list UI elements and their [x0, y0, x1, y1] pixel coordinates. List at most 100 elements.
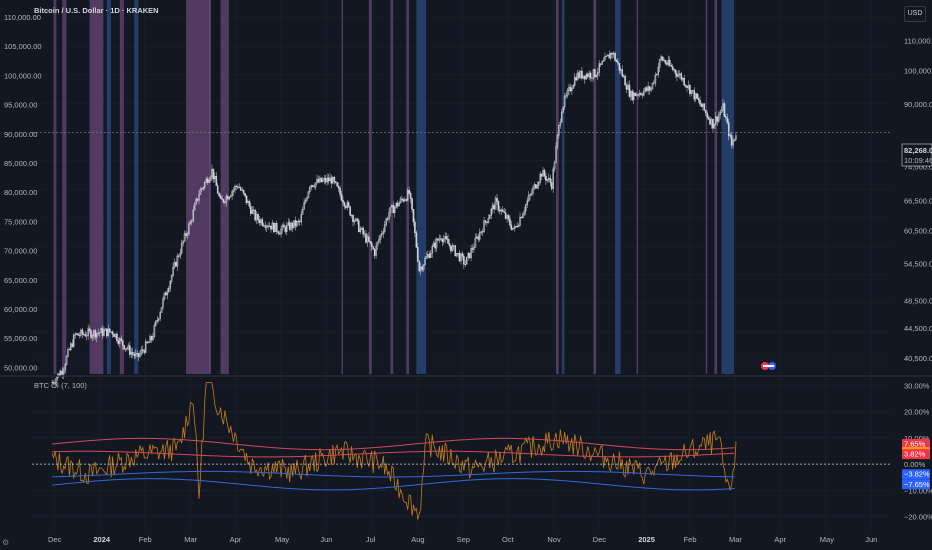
candle-body: [428, 254, 431, 258]
candle-body: [660, 56, 662, 60]
candle-body: [119, 338, 121, 344]
candle-body: [572, 85, 575, 89]
time-axis-tick: Oct: [502, 535, 515, 544]
left-axis-tick: 75,000.00: [4, 217, 37, 226]
left-axis-tick: 100,000.00: [4, 71, 42, 80]
candle-body: [676, 73, 678, 77]
candle-body: [139, 353, 141, 357]
candle-body: [309, 186, 311, 192]
candle-body: [440, 238, 442, 240]
indicator-label[interactable]: BTC OI (7, 100): [34, 381, 87, 390]
candle-body: [274, 223, 277, 233]
candle-body: [555, 146, 557, 163]
left-price-axis[interactable]: 110,000.00 105,000.00 100,000.00 95,000.00 9…: [4, 13, 42, 372]
candle-body: [480, 231, 482, 233]
candle-body: [250, 206, 252, 214]
candle-body: [196, 198, 199, 201]
candle-body: [127, 345, 130, 349]
currency-button[interactable]: USD: [904, 6, 926, 22]
candle-body: [162, 298, 164, 308]
candle-body: [677, 74, 680, 77]
candle-body: [355, 218, 357, 222]
candle-body: [169, 280, 172, 289]
event-bands: [53, 0, 734, 374]
candle-body: [473, 247, 475, 250]
candle-body: [393, 206, 396, 214]
purple-band: [220, 0, 229, 374]
candle-body: [306, 197, 308, 201]
candle-body: [159, 312, 161, 319]
candle-body: [136, 353, 138, 355]
candle-body: [671, 66, 674, 70]
candle-body: [442, 238, 445, 243]
right-axis-tick: 44,500.0: [904, 324, 932, 333]
gear-icon[interactable]: ⚙: [2, 538, 10, 547]
candle-body: [320, 177, 323, 182]
candle-body: [356, 218, 359, 221]
candle-body: [133, 353, 136, 357]
purple-band: [705, 0, 708, 374]
candle-body: [405, 199, 408, 201]
candle-body: [693, 90, 696, 100]
candle-body: [687, 84, 690, 88]
candle-body: [192, 209, 195, 222]
left-axis-tick: 80,000.00: [4, 188, 37, 197]
candle-body: [336, 182, 338, 187]
purple-band: [406, 0, 410, 374]
candle-body: [314, 182, 317, 188]
right-price-axis[interactable]: 110,000.0 100,000.0 90,000.0 74,000.0 66,500…: [904, 36, 932, 363]
candle-body: [477, 236, 480, 240]
candle-body: [61, 370, 64, 375]
candle-body: [81, 329, 84, 335]
candle-body: [165, 292, 167, 296]
candle-body: [212, 168, 215, 180]
candle-body: [202, 187, 205, 189]
indicator-axis[interactable]: 30.00% 20.00% 10.00% 0.00% −10.00% −20.00%: [904, 381, 932, 521]
candle-body: [435, 238, 438, 249]
candle-body: [654, 74, 657, 84]
candle-body: [673, 69, 675, 71]
candle-body: [465, 256, 468, 265]
time-axis-tick: Jun: [320, 535, 332, 544]
candle-body: [681, 77, 684, 80]
candle-body: [458, 253, 461, 262]
symbol-title[interactable]: Bitcoin / U.S. Dollar · 1D · KRAKEN: [34, 6, 159, 15]
time-axis-tick: Nov: [547, 535, 561, 544]
candle-body: [313, 186, 315, 188]
candle-body: [657, 67, 660, 75]
indicator-tag-box: [902, 439, 930, 450]
candle-body: [182, 240, 184, 244]
flag-icon[interactable]: [761, 362, 776, 370]
candle-body: [137, 353, 140, 357]
purple-band: [341, 0, 344, 374]
candle-body: [379, 234, 382, 240]
candle-body: [499, 210, 501, 212]
indicator-value-tags: 7.65%4.64%3.82%−3.82%−7.65%: [902, 439, 930, 490]
candle-body: [655, 74, 658, 76]
candle-body: [553, 162, 556, 170]
time-axis-tick: May: [820, 535, 834, 544]
upper-band-inner: [52, 450, 735, 458]
candle-body: [382, 231, 385, 234]
candle-body: [504, 212, 507, 219]
candle-body: [584, 75, 586, 80]
candle-body: [114, 333, 117, 338]
time-axis[interactable]: Dec 2024 Feb Mar Apr May Jun Jul Aug Sep Oct Nov Dec…: [48, 535, 877, 544]
candle-body: [298, 220, 301, 223]
candle-body: [575, 77, 577, 81]
candle-body: [91, 335, 94, 338]
candle-body: [699, 99, 701, 105]
indicator-axis-tick: 0.00%: [904, 460, 926, 469]
candle-body: [612, 53, 615, 55]
candle-body: [103, 330, 105, 336]
candle-body: [535, 184, 537, 189]
candle-body: [658, 59, 661, 68]
candle-body: [51, 382, 53, 384]
time-axis-tick: Feb: [684, 535, 697, 544]
candle-body: [290, 222, 292, 230]
candle-body: [244, 193, 246, 196]
candle-body: [205, 178, 207, 183]
indicator-tag-box: [902, 479, 930, 490]
candle-body: [422, 264, 425, 270]
